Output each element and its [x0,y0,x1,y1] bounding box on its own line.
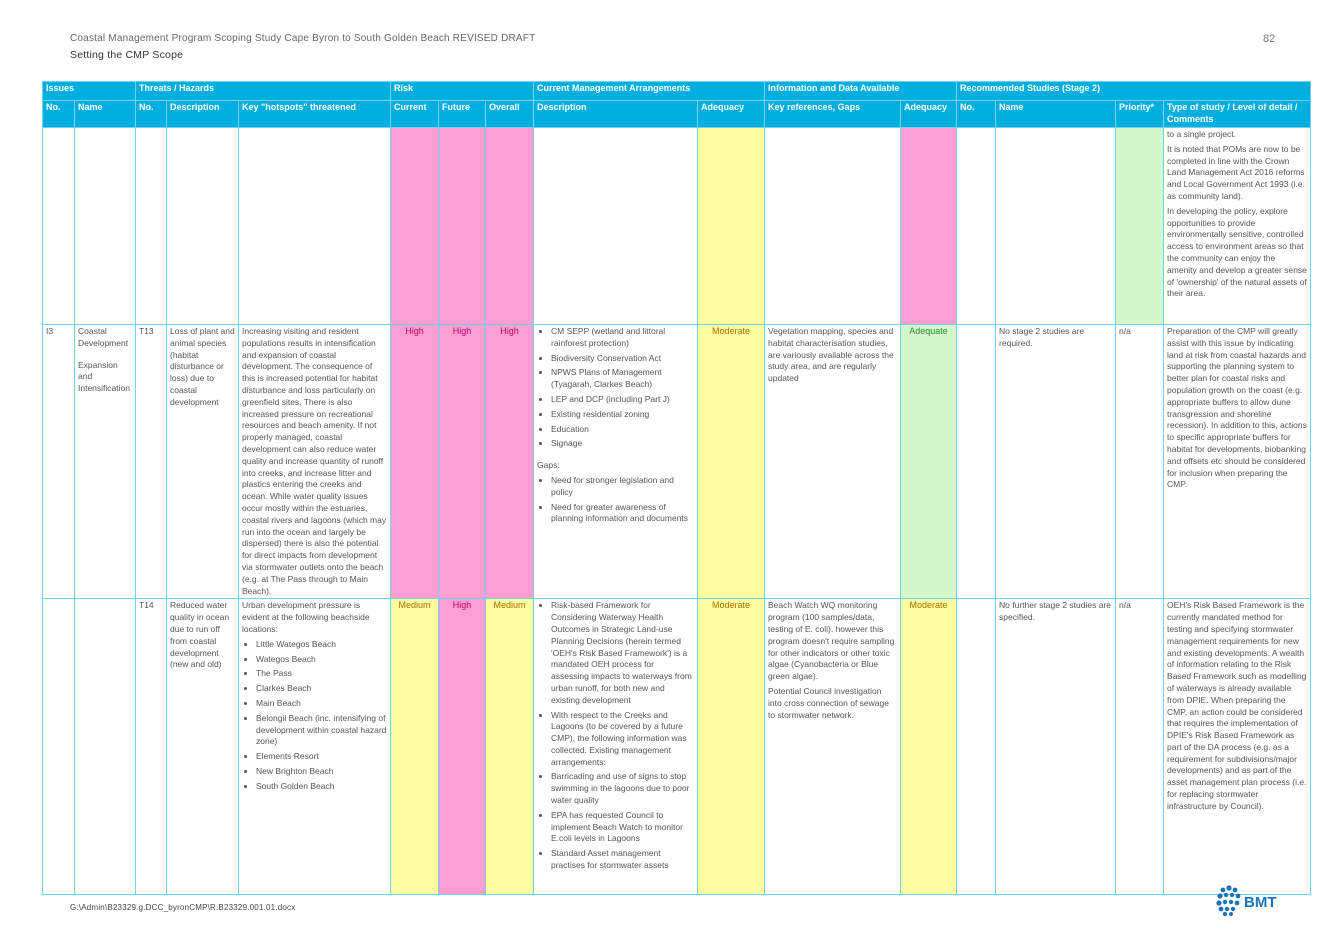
bmt-logo: BMT [1215,884,1285,918]
threat-description: Loss of plant and animal species (habita… [166,323,239,600]
bmt-logo-icon [1216,885,1241,917]
col-hotspots: Key "hotspots" threatened [238,100,391,128]
study-name: No further stage 2 studies are specified… [995,598,1117,896]
col-threat-description: Description [166,100,239,128]
risk-current: High [390,323,439,600]
bmt-logo-text: BMT [1244,894,1277,911]
col-mgmt-adequacy: Adequacy [696,100,766,128]
col-threat-no: No. [135,100,167,128]
col-risk-overall: Overall [485,100,534,128]
section-subtitle: Setting the CMP Scope [70,49,184,61]
hotspots: Urban development pressure is evident at… [238,598,391,896]
comments: Preparation of the CMP will greatly assi… [1163,323,1312,600]
table-row: I3 Coastal Development Expansion and Int… [42,323,1312,600]
page-number: 82 [1263,33,1276,45]
priority: n/a [1115,323,1165,600]
col-study-name: Name [995,100,1117,128]
hotspots: Increasing visiting and resident populat… [238,323,391,600]
risk-future: High [438,323,486,600]
info-adequacy: Moderate [900,598,958,896]
col-study-no: No. [956,100,997,128]
mgmt-description: CM SEPP (wetland and littoral rainforest… [533,323,698,600]
group-recommended-studies: Recommended Studies (Stage 2) [956,81,1312,101]
risk-future: High [438,598,486,896]
issue-no: I3 [42,323,75,600]
study-name: No stage 2 studies are required. [995,323,1117,600]
col-info-adequacy: Adequacy [900,100,958,128]
threat-no: T14 [135,598,167,896]
key-references: Beach Watch WQ monitoring program (100 s… [764,598,902,896]
group-risk: Risk [390,81,534,101]
threat-no: T13 [135,323,167,600]
col-issue-no: No. [42,100,75,128]
info-adequacy: Adequate [900,323,958,600]
group-threats: Threats / Hazards [135,81,391,101]
risk-current: Medium [390,598,439,896]
col-key-references: Key references, Gaps [764,100,902,128]
document-title: Coastal Management Program Scoping Study… [70,33,536,44]
col-mgmt-description: Description [533,100,698,128]
group-information: Information and Data Available [764,81,958,101]
comments: OEH's Risk Based Framework is the curren… [1163,598,1312,896]
key-references: Vegetation mapping, species and habitat … [764,323,902,600]
priority: n/a [1115,598,1165,896]
column-header-row: No. Name No. Description Key "hotspots" … [42,100,1312,128]
issue-name: Coastal Development Expansion and Intens… [74,323,136,600]
col-risk-future: Future [438,100,486,128]
group-management: Current Management Arrangements [532,81,766,101]
file-path: G:\Admin\B23329.g.DCC_byronCMP\R.B23329.… [70,903,296,912]
risk-overall: Medium [485,598,534,896]
table-row: to a single project. It is noted that PO… [42,127,1312,325]
mgmt-description: Risk-based Framework for Considering Wat… [533,598,698,896]
cmp-scope-table: Issues Threats / Hazards Risk Current Ma… [42,81,1312,896]
threat-description: Reduced water quality in ocean due to ru… [166,598,239,896]
col-priority: Priority* [1115,100,1165,128]
col-issue-name: Name [74,100,136,128]
table-row: T14 Reduced water quality in ocean due t… [42,598,1312,896]
comments-cell: to a single project. It is noted that PO… [1163,127,1312,325]
mgmt-adequacy: Moderate [696,323,766,600]
mgmt-adequacy: Moderate [696,598,766,896]
group-header-row: Issues Threats / Hazards Risk Current Ma… [42,81,1312,101]
group-issues: Issues [42,81,136,101]
risk-overall: High [485,323,534,600]
col-risk-current: Current [390,100,439,128]
col-comments: Type of study / Level of detail / Commen… [1163,100,1312,128]
